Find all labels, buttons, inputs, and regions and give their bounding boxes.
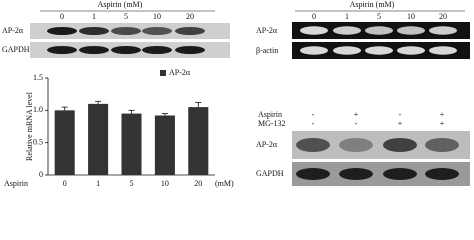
treatment-label: Aspirin — [258, 110, 282, 119]
row-label: AP-2α — [2, 26, 24, 35]
lane-label: 1 — [92, 12, 96, 21]
lane-label: 10 — [153, 12, 161, 21]
legend-label: AP-2α — [169, 68, 191, 77]
lane-label: 0 — [60, 12, 64, 21]
y-tick-label: 0 — [39, 170, 43, 179]
bar — [88, 103, 109, 175]
row-label: GAPDH — [256, 169, 284, 178]
treatment-sign: + — [440, 110, 445, 119]
band — [429, 26, 457, 35]
x-axis-suffix: (mM) — [215, 179, 234, 188]
band — [429, 46, 457, 55]
x-tick-label: 1 — [96, 179, 100, 188]
x-tick-label: 0 — [63, 179, 67, 188]
band — [425, 138, 459, 152]
lane-label: 5 — [124, 12, 128, 21]
row-label: AP-2α — [256, 26, 278, 35]
lane-label: 20 — [439, 12, 447, 21]
lane-label: 0 — [312, 12, 316, 21]
band — [339, 138, 373, 152]
lane-label: 20 — [186, 12, 194, 21]
band — [47, 46, 77, 54]
band — [111, 46, 141, 54]
band — [333, 26, 361, 35]
treatment-sign: + — [398, 119, 403, 128]
band — [333, 46, 361, 55]
blot-title: Aspirin (mM) — [350, 0, 395, 9]
treatment-sign: - — [355, 119, 358, 128]
band — [79, 27, 109, 35]
treatment-sign: - — [399, 110, 402, 119]
y-axis-label: Relative mRNA level — [25, 91, 34, 161]
band — [365, 46, 393, 55]
row-label: AP-2α — [256, 140, 278, 149]
treatment-sign: + — [440, 119, 445, 128]
treatment-sign: + — [354, 110, 359, 119]
y-tick-label: 0.5 — [33, 137, 43, 146]
band — [397, 46, 425, 55]
band — [300, 26, 328, 35]
lane-label: 1 — [345, 12, 349, 21]
x-axis-prefix: Aspirin — [4, 179, 28, 188]
band — [300, 46, 328, 55]
band — [425, 168, 459, 180]
band — [397, 26, 425, 35]
treatment-sign: - — [312, 110, 315, 119]
band — [383, 168, 417, 180]
band — [365, 26, 393, 35]
row-label: GAPDH — [2, 45, 30, 54]
band — [175, 27, 205, 35]
bar — [54, 110, 75, 175]
y-tick-label: 1.5 — [33, 73, 43, 82]
bar — [188, 107, 209, 175]
row-label: β-actin — [256, 46, 278, 55]
lane-label: 5 — [377, 12, 381, 21]
lane-label: 10 — [407, 12, 415, 21]
bar — [154, 115, 175, 175]
treatment-sign: - — [312, 119, 315, 128]
band — [142, 27, 172, 35]
treatment-label: MG-132 — [258, 119, 286, 128]
x-tick-label: 10 — [161, 179, 169, 188]
band — [47, 27, 77, 35]
band — [296, 138, 330, 152]
band — [142, 46, 172, 54]
x-tick-label: 20 — [194, 179, 202, 188]
band — [79, 46, 109, 54]
band — [175, 46, 205, 54]
band — [111, 27, 141, 35]
y-tick-label: 1.0 — [33, 105, 43, 114]
bar — [121, 113, 142, 175]
band — [296, 168, 330, 180]
blot-title: Aspirin (mM) — [98, 0, 143, 9]
band — [383, 138, 417, 152]
band — [339, 168, 373, 180]
x-tick-label: 5 — [130, 179, 134, 188]
legend-swatch — [160, 70, 166, 76]
